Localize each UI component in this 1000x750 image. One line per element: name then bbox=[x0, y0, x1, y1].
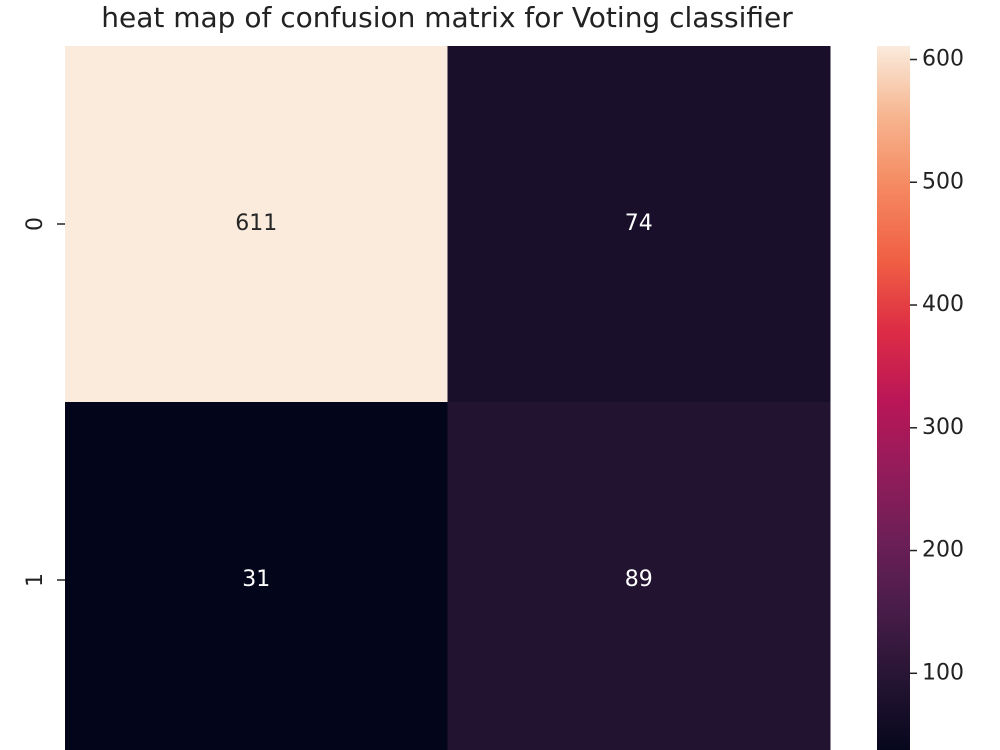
colorbar-tick-label: 500 bbox=[922, 169, 964, 194]
y-tick-label: 1 bbox=[23, 573, 48, 587]
colorbar-tick-label: 200 bbox=[922, 538, 964, 563]
heatmap-cell bbox=[65, 402, 448, 750]
colorbar-tick-label: 400 bbox=[922, 292, 964, 317]
cell-label: 611 bbox=[235, 211, 277, 236]
cell-label: 89 bbox=[625, 567, 653, 592]
cell-label: 74 bbox=[625, 211, 653, 236]
cell-label: 31 bbox=[242, 567, 270, 592]
heatmap-cell bbox=[447, 46, 831, 403]
colorbar-tick-label: 300 bbox=[922, 415, 964, 440]
y-tick-label: 0 bbox=[23, 217, 48, 231]
colorbar-tick-label: 100 bbox=[922, 660, 964, 685]
heatmap-cell bbox=[65, 46, 448, 403]
heatmap-cell bbox=[447, 402, 831, 750]
colorbar-tick-label: 600 bbox=[922, 47, 964, 72]
colorbar bbox=[877, 46, 910, 750]
chart-title: heat map of confusion matrix for Voting … bbox=[101, 1, 793, 34]
